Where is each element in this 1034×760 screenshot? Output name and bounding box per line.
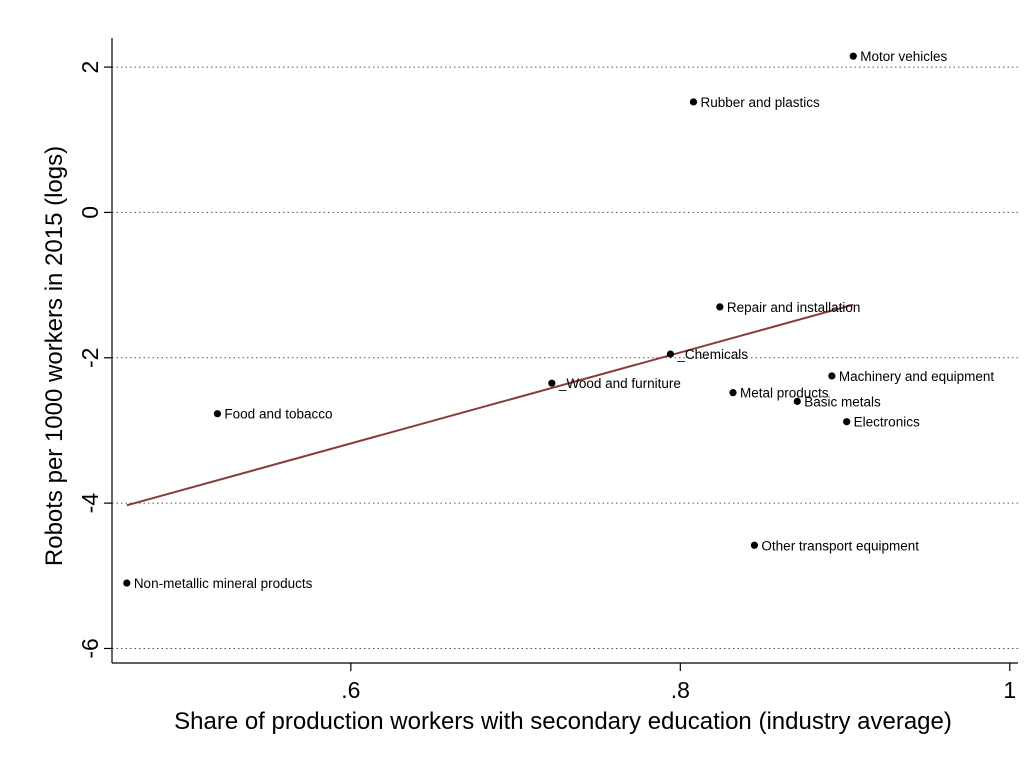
axes xyxy=(111,38,1018,664)
data-point xyxy=(729,389,737,397)
x-tick-label: .6 xyxy=(341,677,360,703)
data-point-label: Basic metals xyxy=(804,394,881,409)
data-point xyxy=(666,350,675,358)
y-tick-label: 0 xyxy=(77,206,103,219)
data-point-label: _Chemicals xyxy=(676,347,748,362)
data-point-label: Electronics xyxy=(854,415,920,430)
y-axis-title: Robots per 1000 workers in 2015 (logs) xyxy=(41,146,68,566)
data-points: Motor vehicles Rubber and plastics Repair … xyxy=(123,49,994,591)
data-point-label: Other transport equipment xyxy=(761,538,919,553)
fit-line xyxy=(126,303,854,507)
fit-line-group xyxy=(126,303,854,507)
data-point-label: Repair and installation xyxy=(727,300,861,315)
data-point xyxy=(843,418,851,426)
data-point xyxy=(849,52,857,60)
data-point xyxy=(689,98,698,106)
data-point xyxy=(123,579,131,587)
data-point-label: Food and tobacco xyxy=(224,407,332,422)
ticks: -6 -4 -2 0 2 .6 .8 1 xyxy=(77,61,1016,703)
x-tick-label: 1 xyxy=(1003,677,1016,703)
data-point xyxy=(750,541,759,549)
data-point-label: Metal products xyxy=(740,386,829,401)
data-point xyxy=(548,379,556,387)
y-tick-label: -2 xyxy=(77,348,103,368)
data-point xyxy=(213,410,222,418)
data-point-label: Rubber and plastics xyxy=(700,95,820,110)
data-point-label: _Wood and furniture xyxy=(558,376,681,391)
y-tick-label: -6 xyxy=(77,638,103,658)
gridlines xyxy=(112,66,1018,649)
data-point xyxy=(716,303,724,311)
x-tick-label: .8 xyxy=(671,677,690,703)
x-axis-title: Share of production workers with seconda… xyxy=(174,708,952,735)
data-point-label: Non-metallic mineral products xyxy=(134,576,313,591)
y-tick-label: 2 xyxy=(77,61,103,74)
data-point-label: Motor vehicles xyxy=(860,49,947,64)
data-point xyxy=(793,397,801,405)
data-point xyxy=(828,372,836,380)
data-point-label: Machinery and equipment xyxy=(839,369,995,384)
y-tick-label: -4 xyxy=(77,493,103,514)
